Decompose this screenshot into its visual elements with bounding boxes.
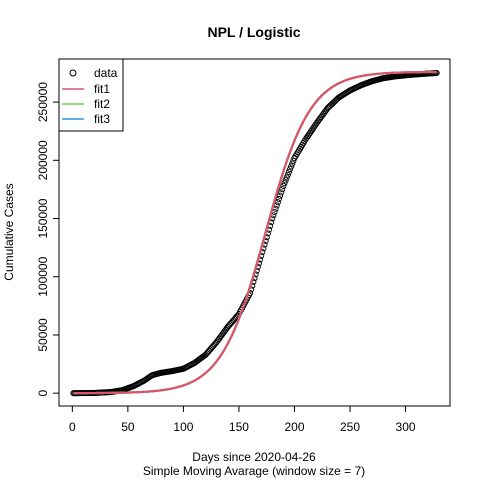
legend-fit1-label: fit1	[94, 82, 110, 96]
x-axis-subtitle: Simple Moving Avarage (window size = 7)	[143, 464, 365, 478]
data-point	[283, 174, 290, 181]
chart-title: NPL / Logistic	[207, 24, 300, 40]
legend-data-marker	[69, 69, 77, 77]
x-tick-label: 300	[396, 420, 416, 434]
y-axis: 0 50000 100000 150000 200000 250000	[36, 82, 60, 397]
data-point	[274, 199, 281, 206]
legend-data-label: data	[94, 66, 118, 80]
x-axis-label: Days since 2020-04-26	[192, 450, 316, 464]
x-tick-label: 0	[69, 420, 76, 434]
fit3-line	[73, 70, 437, 395]
fit2-line	[73, 70, 437, 395]
y-axis-label: Cumulative Cases	[2, 183, 16, 280]
data-point	[285, 168, 292, 175]
legend-fit2-label: fit2	[94, 97, 110, 111]
data-point	[276, 192, 284, 199]
x-tick-label: 200	[284, 420, 304, 434]
x-tick-label: 150	[229, 420, 249, 434]
data-point	[278, 189, 285, 196]
y-tick-label: 100000	[36, 256, 50, 296]
data-point	[275, 195, 282, 203]
fit1-line	[73, 70, 437, 395]
y-tick-label: 150000	[36, 198, 50, 238]
x-axis: 0 50 100 150 200 250 300	[69, 405, 416, 434]
y-tick-label: 200000	[36, 140, 50, 180]
y-tick-label: 50000	[36, 318, 50, 352]
legend: data fit1 fit2 fit3	[58, 58, 124, 132]
data-point	[279, 186, 286, 193]
data-point	[280, 182, 287, 189]
fit-lines	[73, 70, 437, 395]
data-point	[273, 202, 280, 209]
data-point	[288, 163, 295, 170]
data-point	[289, 160, 296, 167]
y-tick-label: 250000	[36, 82, 50, 122]
x-tick-label: 250	[340, 420, 360, 434]
legend-fit3-label: fit3	[94, 112, 110, 126]
data-point	[284, 171, 291, 178]
data-point	[286, 166, 294, 173]
x-tick-label: 100	[173, 420, 193, 434]
y-tick-label: 0	[36, 390, 50, 397]
data-points	[70, 69, 440, 397]
x-tick-label: 50	[121, 420, 135, 434]
data-point	[282, 177, 289, 184]
data-point	[281, 180, 288, 187]
